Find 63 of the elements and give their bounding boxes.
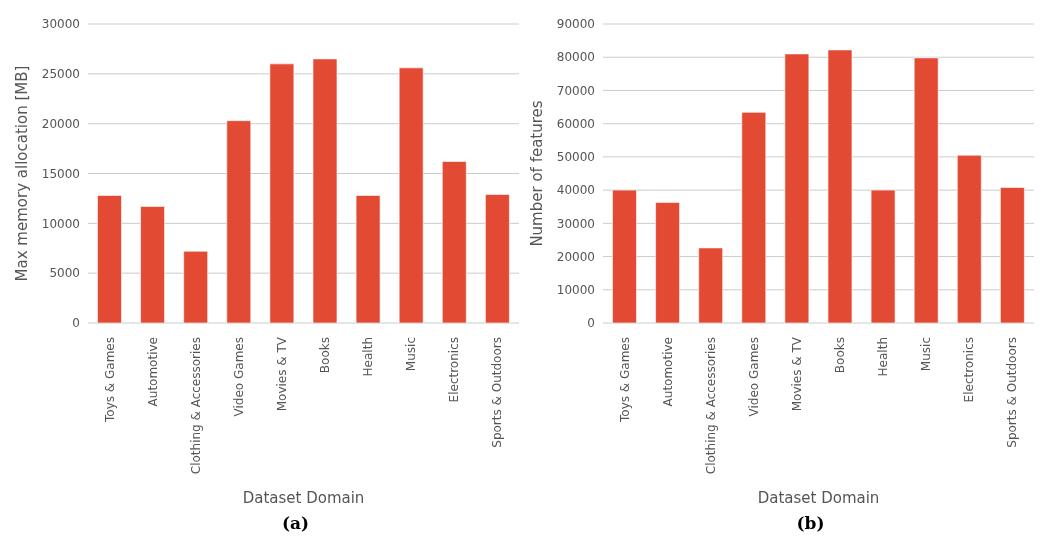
x-tick-label: Toys & Games: [617, 337, 632, 423]
y-tick-label: 40000: [556, 183, 595, 198]
x-tick-label: Sports & Outdoors: [1005, 337, 1020, 448]
y-tick-label: 20000: [41, 116, 80, 131]
y-tick-label: 0: [72, 316, 80, 331]
bar: [784, 53, 810, 323]
y-tick-label: 15000: [41, 166, 80, 181]
x-tick-label: Books: [833, 337, 848, 374]
bar: [183, 250, 209, 323]
x-tick-label: Electronics: [962, 337, 977, 403]
x-tick-label: Movies & TV: [789, 336, 804, 412]
y-tick-label: 30000: [41, 17, 80, 32]
bar: [96, 194, 122, 323]
bar: [398, 67, 424, 323]
text: (a): [280, 513, 311, 533]
y-tick-label: 30000: [556, 216, 595, 231]
y-tick-label: 0: [587, 316, 595, 331]
x-tick-label: Health: [361, 337, 376, 377]
y-tick-label: 60000: [556, 116, 595, 131]
x-tick-label: Automotive: [145, 337, 160, 407]
x-tick-label: Electronics: [447, 337, 462, 403]
x-tick-label: Clothing & Accessories: [703, 337, 718, 475]
x-tick-label: Sports & Outdoors: [490, 337, 505, 448]
x-axis-title: Dataset Domain: [757, 489, 880, 507]
bar: [312, 58, 338, 323]
x-tick-label: Music: [919, 337, 934, 372]
x-tick-label: Clothing & Accessories: [188, 337, 203, 475]
x-tick-label: Automotive: [660, 337, 675, 407]
bar: [956, 154, 982, 323]
x-tick-label: Music: [404, 337, 419, 372]
bar: [870, 189, 896, 323]
x-axis-title: Dataset Domain: [242, 489, 365, 507]
y-axis-title: Max memory allocation [MB]: [13, 65, 32, 282]
x-tick-label: Toys & Games: [102, 337, 117, 423]
y-tick-label: 50000: [556, 150, 595, 165]
bar: [741, 111, 767, 323]
text: (b): [795, 513, 826, 533]
x-tick-label: Movies & TV: [274, 336, 289, 412]
x-tick-label: Video Games: [746, 337, 761, 417]
y-tick-label: 90000: [556, 17, 595, 32]
bar: [827, 49, 853, 323]
bar: [484, 193, 510, 323]
x-tick-label: Health: [876, 337, 891, 377]
x-tick-label: Video Games: [231, 337, 246, 417]
bar: [140, 205, 166, 323]
y-tick-label: 70000: [556, 83, 595, 98]
y-tick-label: 25000: [41, 67, 80, 82]
bar: [913, 57, 939, 323]
y-tick-label: 5000: [49, 266, 80, 281]
y-tick-label: 10000: [41, 216, 80, 231]
bar: [999, 186, 1025, 323]
y-tick-label: 20000: [556, 249, 595, 264]
y-axis-title: Number of features: [528, 100, 547, 247]
y-tick-label: 10000: [556, 283, 595, 298]
bar: [226, 120, 252, 323]
y-tick-label: 80000: [556, 50, 595, 65]
x-tick-label: Books: [318, 337, 333, 374]
bar: [355, 194, 381, 323]
bar: [655, 201, 681, 323]
bar: [611, 189, 637, 323]
bar: [698, 247, 724, 323]
bar: [441, 161, 467, 323]
bar: [269, 63, 295, 323]
